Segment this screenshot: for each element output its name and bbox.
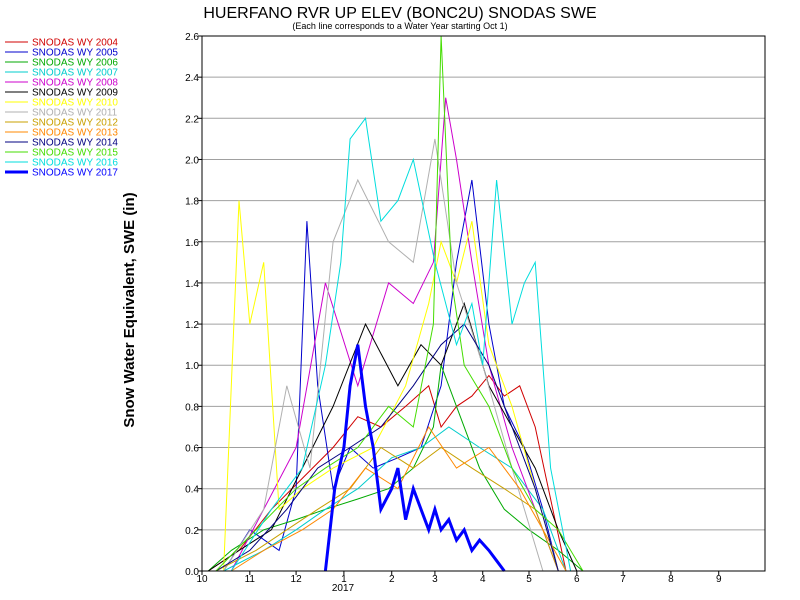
plot-frame xyxy=(201,35,766,572)
x-tick-label: 12 xyxy=(291,574,303,585)
legend-label: SNODAS WY 2016 xyxy=(32,158,118,169)
legend-label: SNODAS WY 2005 xyxy=(32,48,118,59)
series-line xyxy=(215,35,584,572)
legend-label: SNODAS WY 2011 xyxy=(32,108,118,119)
series-line xyxy=(207,374,567,572)
y-tick-label: 0.0 xyxy=(185,567,199,578)
legend-label: SNODAS WY 2009 xyxy=(32,88,118,99)
x-tick-label: 3 xyxy=(432,574,438,585)
series-line xyxy=(215,446,559,572)
series-line xyxy=(223,200,559,572)
x-tick-label: 11 xyxy=(245,574,256,585)
series-line xyxy=(215,323,559,572)
x-tick-label: 6 xyxy=(574,574,580,585)
x-tick-label: 8 xyxy=(668,574,674,585)
x-year-label: 2017 xyxy=(332,583,355,594)
y-tick-label: 0.6 xyxy=(185,444,199,455)
legend-label: SNODAS WY 2008 xyxy=(32,78,118,89)
series-line xyxy=(207,365,584,572)
legend-label: SNODAS WY 2012 xyxy=(32,118,118,129)
legend-label: SNODAS WY 2013 xyxy=(32,128,118,139)
x-tick-label: 4 xyxy=(480,574,486,585)
legend-label: SNODAS WY 2004 xyxy=(32,38,118,49)
legend-label: SNODAS WY 2017 xyxy=(32,168,118,179)
y-tick-label: 2.6 xyxy=(185,32,199,43)
y-tick-label: 1.2 xyxy=(185,320,199,331)
series-line xyxy=(230,97,559,572)
y-tick-label: 2.0 xyxy=(185,155,199,166)
series-line xyxy=(207,301,578,572)
x-tick-label: 7 xyxy=(620,574,626,585)
y-tick-label: 2.4 xyxy=(185,73,199,84)
legend-label: SNODAS WY 2007 xyxy=(32,68,118,79)
chart-title: HUERFANO RVR UP ELEV (BONC2U) SNODAS SWE xyxy=(203,5,596,22)
series-line xyxy=(323,344,506,572)
series-line xyxy=(231,426,567,572)
series-lines xyxy=(207,35,584,572)
x-tick-label: 10 xyxy=(196,574,208,585)
y-axis-label: Snow Water Equivalent, SWE (in) xyxy=(121,192,138,427)
x-tick-label: 5 xyxy=(526,574,532,585)
y-tick-label: 1.4 xyxy=(185,279,199,290)
x-tick-label: 9 xyxy=(716,574,722,585)
y-tick-label: 1.6 xyxy=(185,238,199,249)
legend-label: SNODAS WY 2014 xyxy=(32,138,118,149)
y-tick-label: 1.0 xyxy=(185,361,199,372)
chart-subtitle: (Each line corresponds to a Water Year s… xyxy=(292,21,507,31)
x-tick-label: 1 xyxy=(341,574,347,585)
legend-label: SNODAS WY 2010 xyxy=(32,98,118,109)
legend-label: SNODAS WY 2006 xyxy=(32,58,118,69)
x-tick-label: 2 xyxy=(389,574,395,585)
y-tick-label: 0.8 xyxy=(185,402,199,413)
y-tick-label: 1.8 xyxy=(185,197,199,208)
axes: 0.0 0.2 0.4 0.6 0.8 1.0 1.2 1.4 1.6 1.8 2.0 2.2 2.4 2… xyxy=(185,32,722,585)
series-line xyxy=(230,117,572,572)
y-tick-label: 0.4 xyxy=(185,485,199,496)
y-tick-label: 0.2 xyxy=(185,526,199,537)
y-tick-label: 2.2 xyxy=(185,114,199,125)
series-line xyxy=(223,426,567,572)
legend-label: SNODAS WY 2015 xyxy=(32,148,118,159)
